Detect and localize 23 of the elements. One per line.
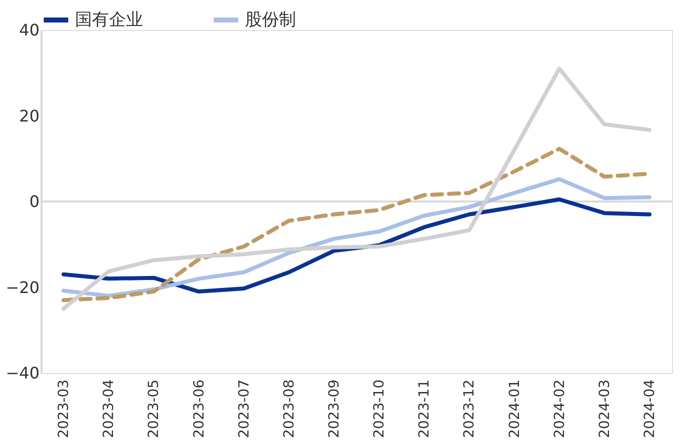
y-tick-label: −40 <box>6 364 40 382</box>
x-tick-label: 2023-09 <box>326 380 342 438</box>
x-tick-label: 2023-05 <box>146 380 162 438</box>
legend-label: 股份制 <box>245 10 296 30</box>
x-tick-label: 2023-07 <box>236 380 252 438</box>
x-tick-label: 2023-10 <box>372 380 388 438</box>
y-tick-label: 0 <box>29 192 40 211</box>
legend-label: 国有企业 <box>75 10 143 30</box>
x-tick-label: 2024-03 <box>596 380 613 438</box>
x-tick-label: 2023-03 <box>56 380 72 438</box>
x-tick-label: 2023-06 <box>191 379 208 438</box>
x-tick-label: 2024-02 <box>552 380 568 438</box>
x-tick-label: 2023-04 <box>101 379 118 438</box>
line-series <box>62 197 652 294</box>
line-series <box>62 177 652 298</box>
x-tick-label: 2023-11 <box>416 380 433 438</box>
y-tick-label: 40 <box>19 20 40 40</box>
y-tick-label: 20 <box>19 106 40 126</box>
x-tick-label: 2024-01 <box>506 380 523 438</box>
x-tick-label: 2023-08 <box>281 380 298 438</box>
x-tick-label: 2023-12 <box>462 380 478 438</box>
y-tick-label: −20 <box>6 278 40 297</box>
x-tick-label: 2024-04 <box>642 379 658 438</box>
